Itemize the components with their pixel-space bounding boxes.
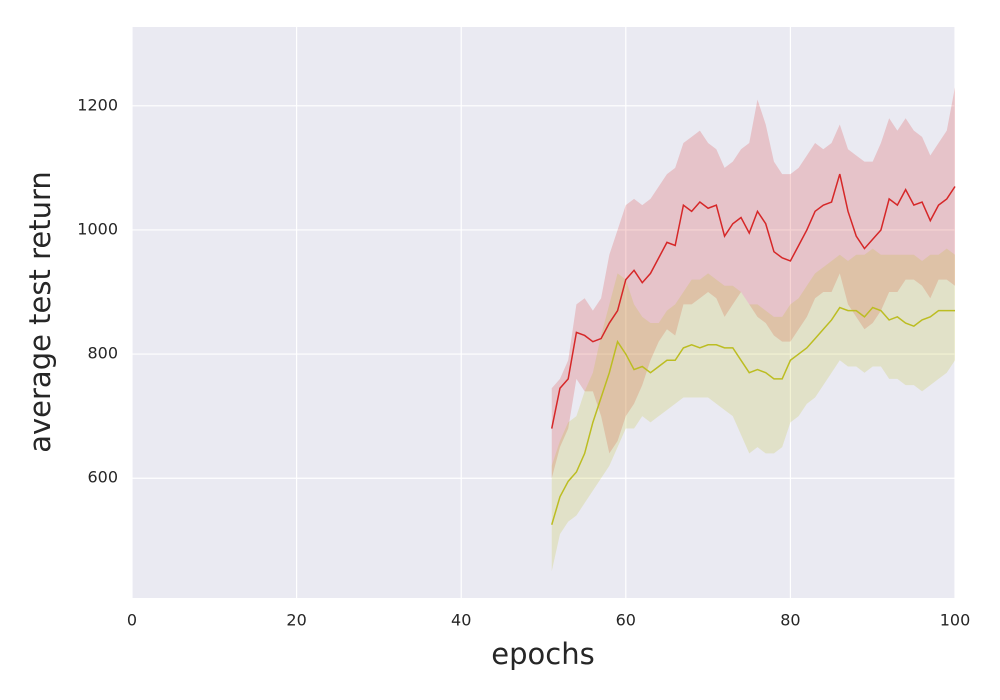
error-band — [551, 248, 955, 572]
y-tick-label: 1000 — [77, 219, 118, 238]
y-tick-label: 800 — [87, 344, 118, 363]
error-band — [551, 87, 955, 479]
x-tick-label: 100 — [940, 611, 971, 630]
y-axis-label: average test return — [23, 171, 57, 453]
line — [550, 173, 956, 429]
x-tick-label: 60 — [616, 611, 636, 630]
x-tick-label: 20 — [286, 611, 306, 630]
x-axis-label: epochs — [491, 637, 594, 671]
y-tick-label: 600 — [87, 468, 118, 487]
y-tick-label: 1200 — [77, 95, 118, 114]
x-tick-label: 40 — [451, 611, 471, 630]
x-tick-label: 80 — [780, 611, 800, 630]
plot-area — [132, 27, 955, 598]
line — [551, 306, 955, 525]
x-tick-label: 0 — [127, 611, 137, 630]
